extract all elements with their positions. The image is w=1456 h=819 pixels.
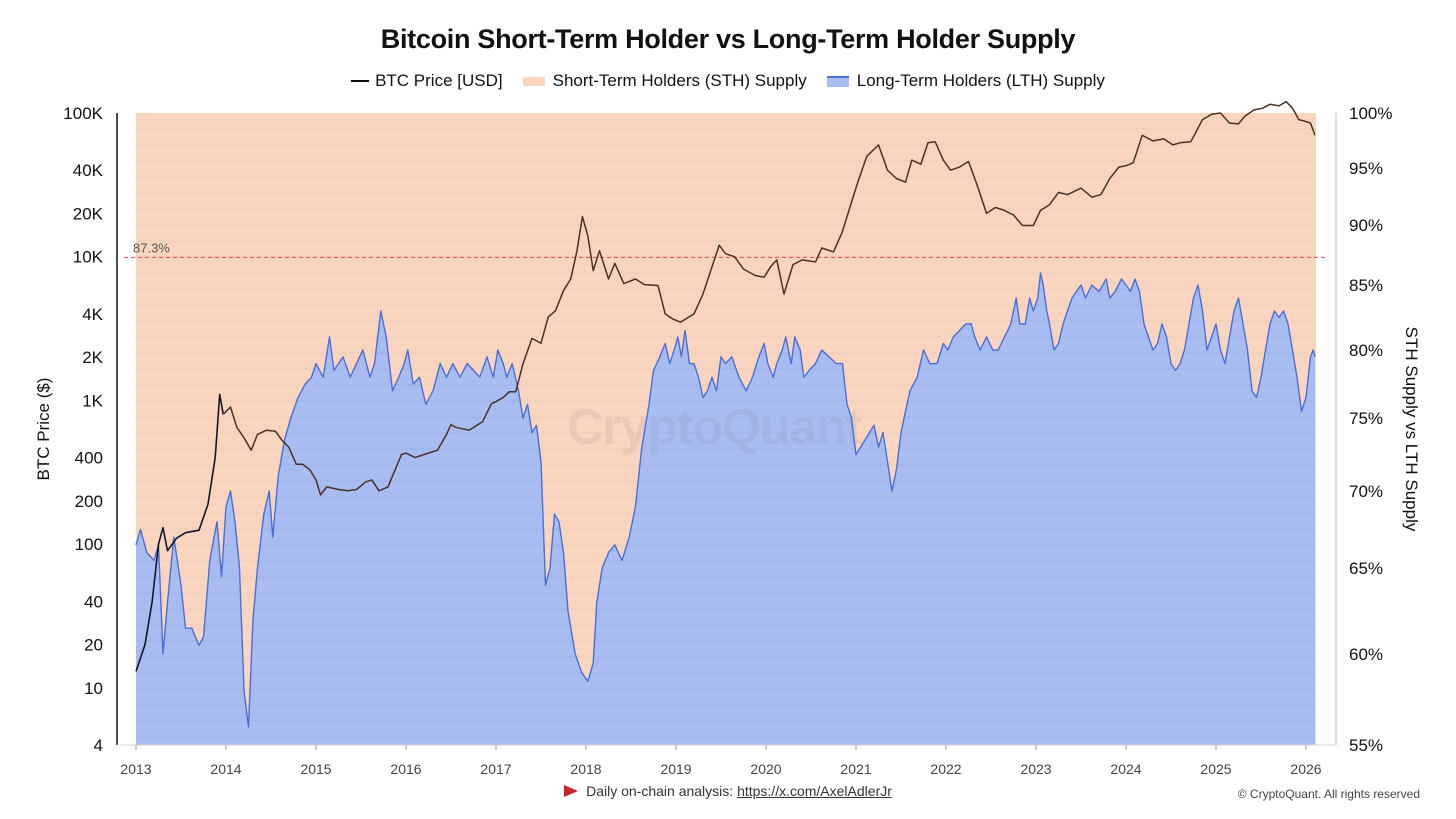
x-tick-label: 2025	[1200, 761, 1231, 777]
lth-supply-area	[136, 273, 1315, 745]
y-axis-title: BTC Price ($)	[34, 378, 53, 481]
y-tick-label: 100	[75, 535, 103, 554]
legend-item-sth[interactable]: Short-Term Holders (STH) Supply	[522, 71, 807, 91]
x-tick-label: 2017	[480, 761, 511, 777]
y-tick-label: 2K	[82, 348, 103, 367]
x-tick-label: 2015	[300, 761, 331, 777]
x-tick-label: 2026	[1290, 761, 1321, 777]
y2-axis-title: STH Supply vs LTH Supply	[1402, 327, 1421, 532]
y-tick-label: 4	[94, 736, 103, 755]
y-tick-label: 40K	[73, 161, 104, 180]
legend-label-sth: Short-Term Holders (STH) Supply	[552, 71, 807, 90]
flag-icon	[564, 785, 579, 797]
y2-tick-label: 60%	[1349, 645, 1383, 664]
y2-tick-label: 70%	[1349, 482, 1383, 501]
chart-title: Bitcoin Short-Term Holder vs Long-Term H…	[380, 24, 1076, 54]
legend-swatch-sth	[522, 76, 545, 86]
x-tick-label: 2014	[210, 761, 241, 777]
legend-label-price: BTC Price [USD]	[375, 71, 503, 90]
y-tick-label: 400	[75, 449, 103, 468]
y2-tick-label: 75%	[1349, 409, 1383, 428]
y2-tick-label: 80%	[1349, 341, 1383, 360]
x-tick-label: 2018	[570, 761, 601, 777]
y-tick-label: 1K	[82, 391, 103, 410]
footer-prefix: Daily on-chain analysis:	[586, 783, 734, 799]
x-tick-label: 2023	[1020, 761, 1051, 777]
y2-tick-label: 100%	[1349, 104, 1392, 123]
y2-tick-label: 55%	[1349, 736, 1383, 755]
legend-item-price[interactable]: BTC Price [USD]	[351, 71, 503, 91]
legend-item-lth[interactable]: Long-Term Holders (LTH) Supply	[826, 71, 1105, 91]
footer: Daily on-chain analysis: https://x.com/A…	[0, 783, 1456, 799]
legend-label-lth: Long-Term Holders (LTH) Supply	[856, 71, 1105, 90]
y-tick-label: 200	[75, 492, 103, 511]
y2-tick-label: 65%	[1349, 559, 1383, 578]
x-tick-label: 2016	[390, 761, 421, 777]
copyright: © CryptoQuant. All rights reserved	[1237, 787, 1420, 801]
reference-line-label: 87.3%	[133, 240, 170, 255]
y2-tick-label: 85%	[1349, 276, 1383, 295]
x-tick-label: 2013	[120, 761, 151, 777]
watermark: CryptoQuant	[567, 399, 863, 455]
lth-supply-line	[135, 272, 1316, 728]
legend: BTC Price [USD] Short-Term Holders (STH)…	[0, 71, 1456, 91]
y2-tick-label: 95%	[1349, 159, 1383, 178]
y-tick-label: 20	[84, 636, 103, 655]
y-tick-label: 10	[84, 679, 103, 698]
legend-swatch-lth	[826, 75, 849, 87]
x-tick-label: 2022	[930, 761, 961, 777]
x-tick-label: 2020	[750, 761, 781, 777]
y-tick-label: 4K	[82, 305, 103, 324]
y-tick-label: 40	[84, 592, 103, 611]
x-tick-label: 2019	[660, 761, 691, 777]
x-tick-label: 2024	[1110, 761, 1141, 777]
y2-tick-label: 90%	[1349, 216, 1383, 235]
x-tick-label: 2021	[840, 761, 871, 777]
legend-swatch-price	[351, 80, 370, 82]
y-tick-label: 100K	[63, 104, 103, 123]
btc-price-line-early	[135, 393, 225, 672]
footer-link[interactable]: https://x.com/AxelAdlerJr	[737, 783, 892, 799]
btc-price-line	[222, 100, 1316, 496]
y-tick-label: 10K	[73, 248, 104, 267]
y-tick-label: 20K	[73, 204, 104, 223]
